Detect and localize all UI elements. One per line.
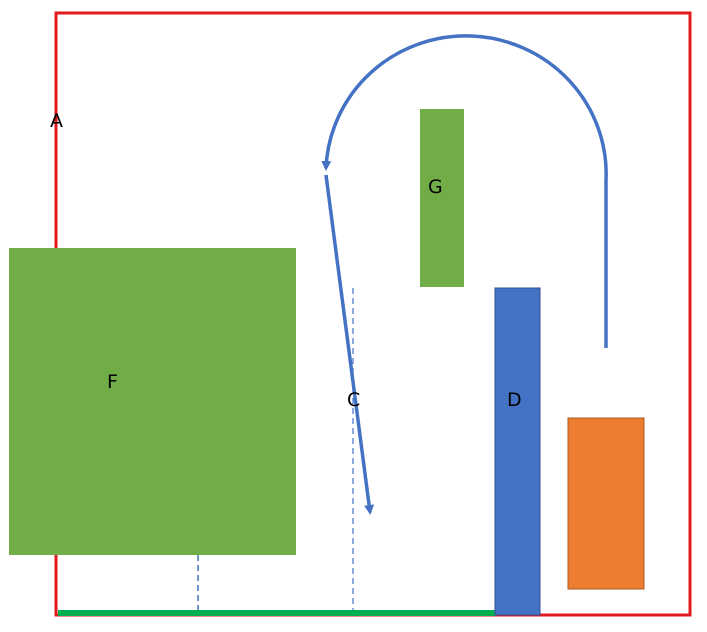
block-d [494,287,541,616]
label-g: G [428,176,443,198]
label-c: C [347,389,360,411]
curved-path-arrow [321,34,608,348]
block-orange [567,417,645,590]
straight-path-arrow [324,174,375,515]
block-f [9,248,296,555]
label-f: F [107,371,118,393]
label-a: A [50,110,63,132]
block-g [420,109,464,287]
label-d: D [507,389,522,411]
